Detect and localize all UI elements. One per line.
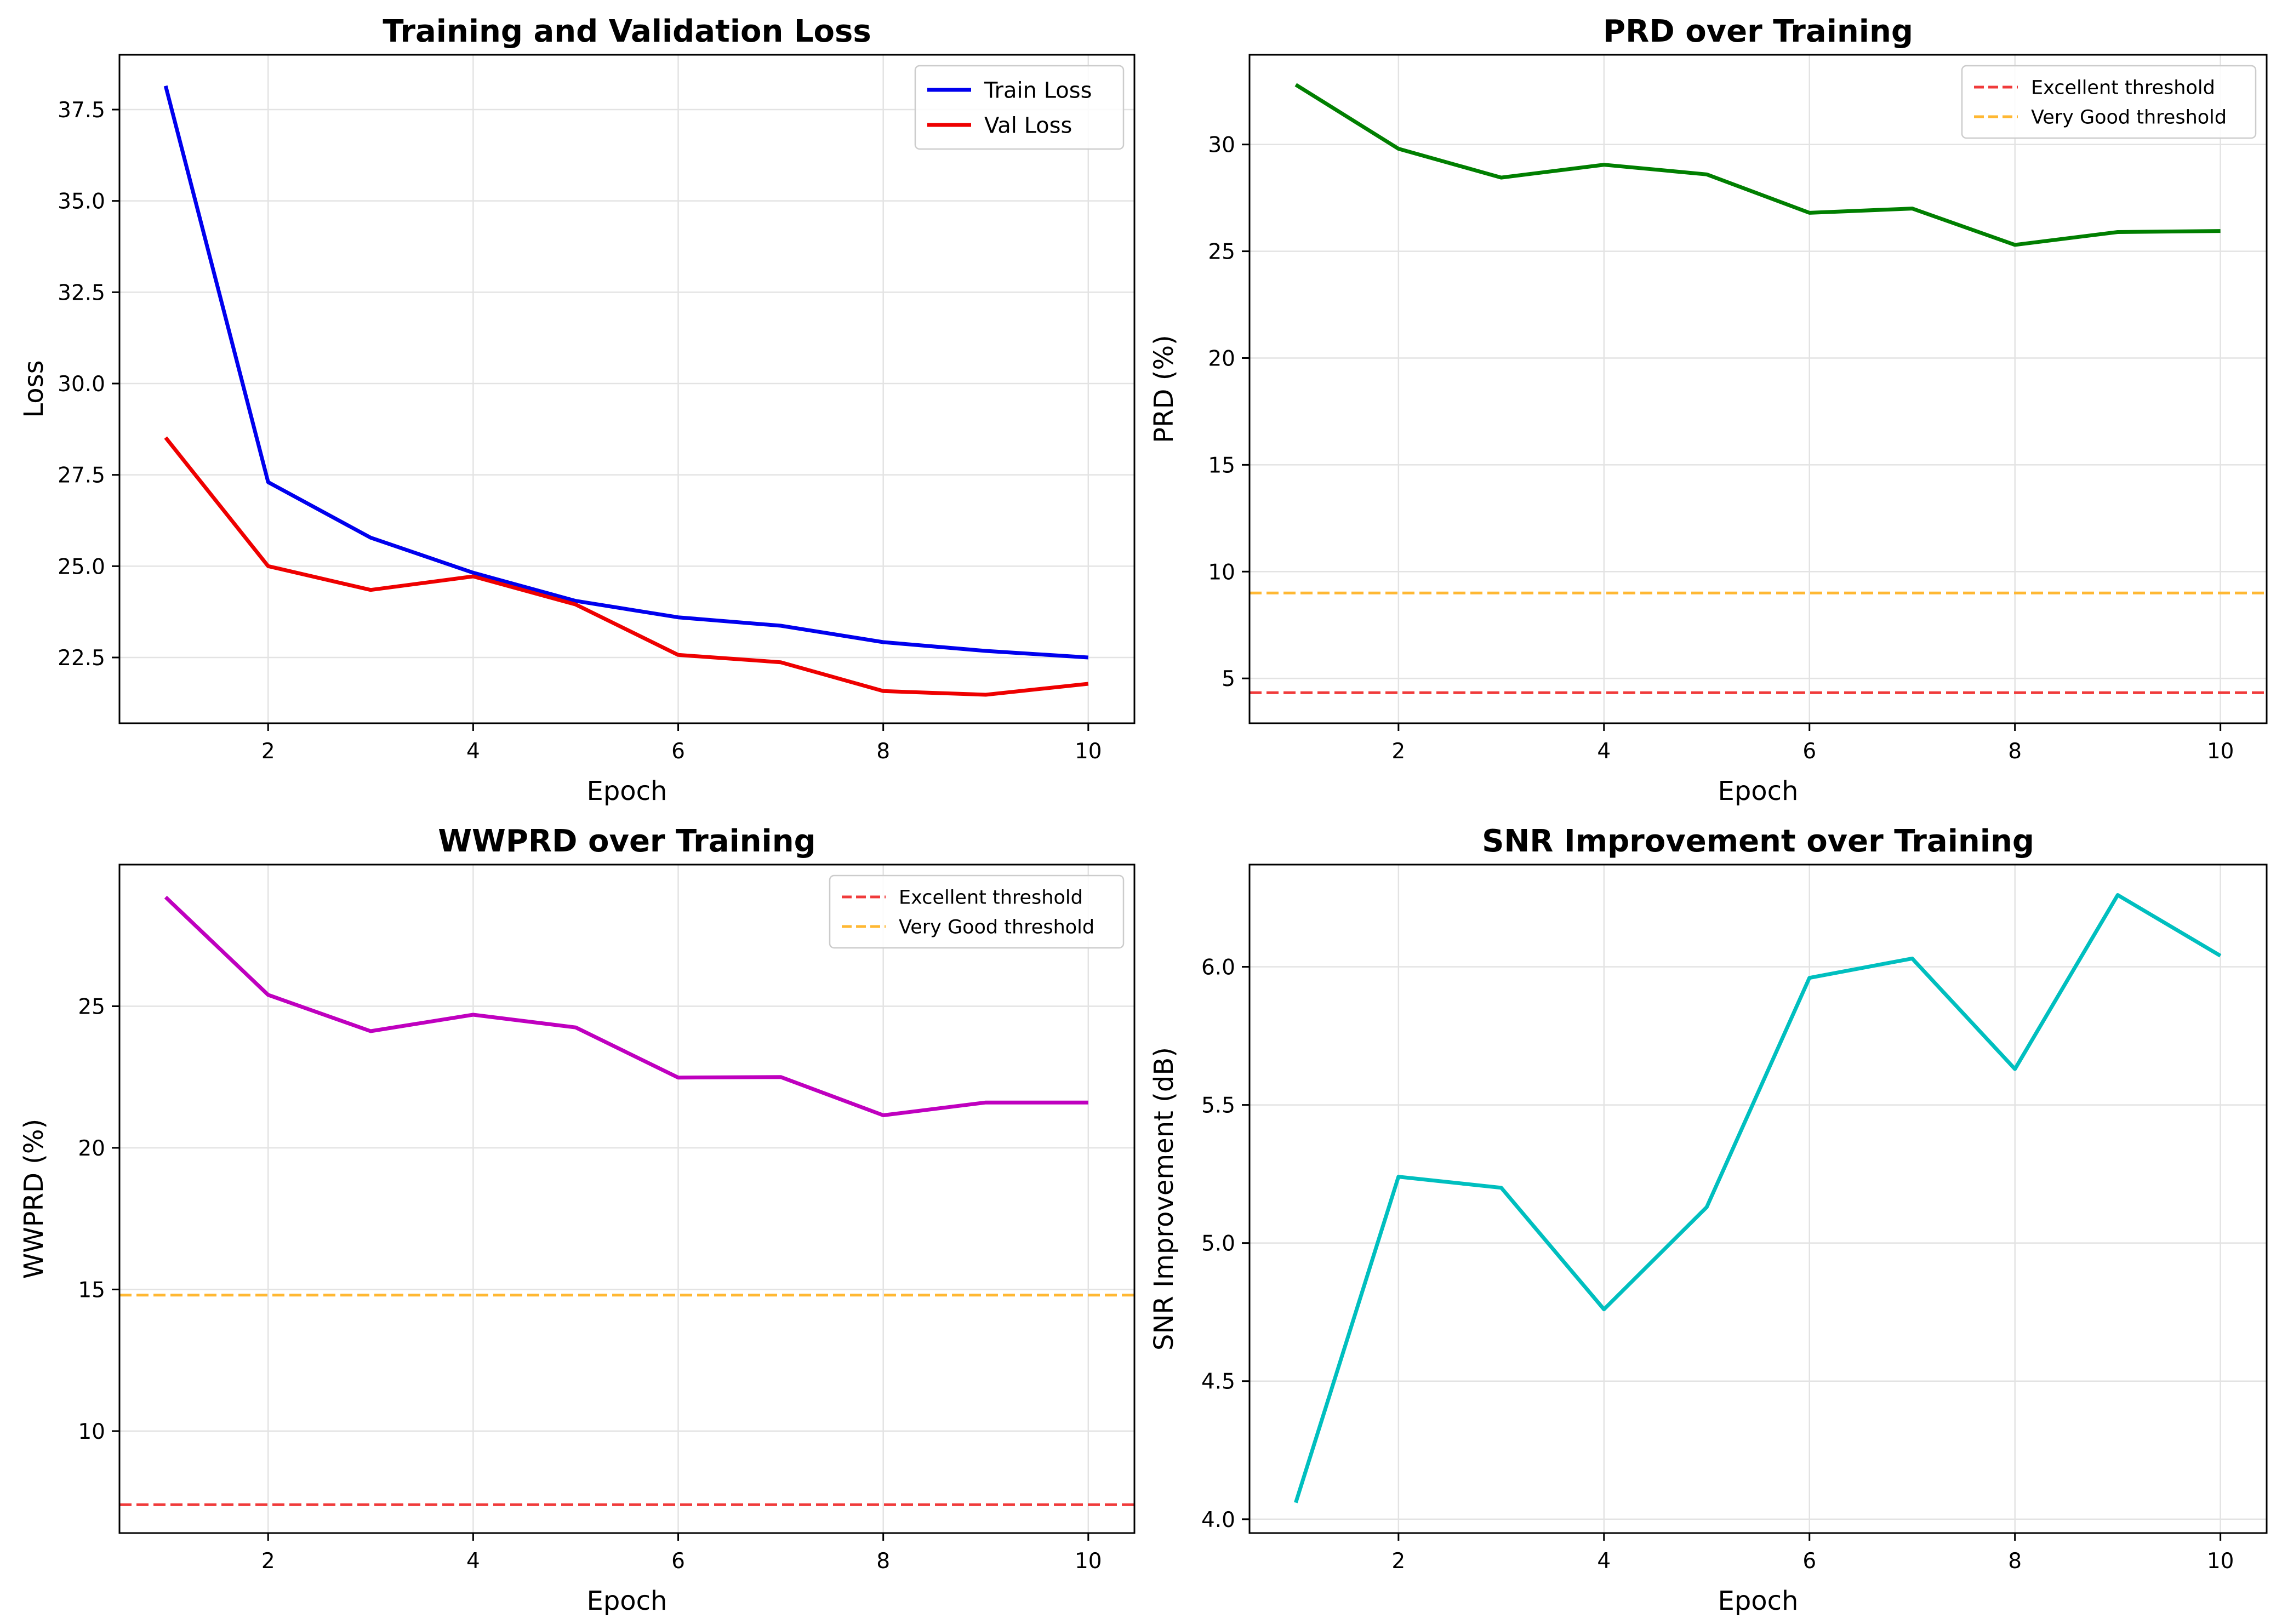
legend: Train Loss Val Loss	[914, 65, 1125, 150]
x-tick-label: 2	[261, 1549, 275, 1574]
legend: Excellent threshold Very Good threshold	[1961, 65, 2257, 139]
y-tick-label: 30.0	[58, 372, 105, 397]
y-axis-label: PRD (%)	[1149, 335, 1179, 443]
chart-title: SNR Improvement over Training	[1482, 824, 2034, 859]
x-tick-label: 4	[466, 739, 480, 764]
y-axis-label: Loss	[19, 360, 49, 418]
x-tick-label: 8	[876, 1549, 890, 1574]
y-axis-label: SNR Improvement (dB)	[1149, 1047, 1179, 1351]
x-tick-label: 6	[671, 1549, 685, 1574]
x-tick-label: 6	[1802, 1549, 1816, 1574]
snr-chart: 2 4 6 8 10 4.0 4.5 5.0 5.5 6.0 SNR Improvement ove…	[1149, 824, 2268, 1616]
x-axis-label: Epoch	[587, 1586, 668, 1616]
y-tick-label: 25	[78, 994, 105, 1019]
y-tick-label: 32.5	[58, 281, 105, 305]
x-axis-label: Epoch	[587, 776, 668, 807]
y-tick-label: 35.0	[58, 190, 105, 214]
y-tick-label: 25	[1208, 240, 1235, 265]
y-tick-label: 4.5	[1201, 1370, 1235, 1394]
legend-label: Excellent threshold	[2031, 77, 2215, 99]
legend-label: Train Loss	[984, 78, 1092, 103]
series-line-0	[164, 895, 1088, 1117]
y-tick-label: 4.0	[1201, 1508, 1235, 1532]
series-line-val-loss	[164, 436, 1089, 697]
legend-label: Val Loss	[984, 113, 1072, 138]
x-tick-label: 10	[2207, 739, 2234, 764]
y-tick-label: 20	[1208, 346, 1235, 371]
y-tick-label: 15	[1208, 453, 1235, 478]
x-tick-label: 10	[1075, 1549, 1102, 1574]
y-tick-label: 27.5	[58, 464, 105, 488]
x-tick-label: 2	[1391, 1549, 1405, 1574]
series-line-0	[1294, 83, 2221, 247]
x-tick-label: 4	[1597, 1549, 1611, 1574]
legend-label: Excellent threshold	[899, 887, 1083, 909]
y-axis-label: WWPRD (%)	[19, 1119, 49, 1279]
y-tick-label: 30	[1208, 133, 1235, 158]
y-tick-label: 25.0	[58, 554, 105, 579]
y-tick-label: 5.5	[1201, 1094, 1235, 1118]
x-tick-label: 8	[2008, 1549, 2022, 1574]
y-tick-label: 6.0	[1201, 956, 1235, 980]
series-line-0	[1294, 893, 2222, 1503]
y-tick-label: 5.0	[1201, 1232, 1235, 1256]
x-tick-label: 6	[1802, 739, 1816, 764]
legend-box	[914, 65, 1125, 150]
x-tick-label: 8	[876, 739, 890, 764]
x-tick-label: 6	[671, 739, 685, 764]
x-tick-label: 2	[1391, 739, 1405, 764]
y-tick-label: 22.5	[58, 646, 105, 671]
axes-frame	[1248, 54, 2268, 724]
x-tick-label: 4	[466, 1549, 480, 1574]
y-tick-label: 10	[78, 1420, 105, 1444]
x-axis-label: Epoch	[1718, 776, 1799, 807]
y-tick-label: 15	[78, 1278, 105, 1302]
axes-frame	[118, 864, 1136, 1534]
y-tick-label: 20	[78, 1136, 105, 1161]
legend: Excellent threshold Very Good threshold	[829, 874, 1125, 949]
x-tick-label: 2	[261, 739, 275, 764]
axes-frame	[1248, 864, 2268, 1534]
chart-title: WWPRD over Training	[438, 824, 815, 859]
wwprd-chart: 2 4 6 8 10 10 15 20 25 WWPRD over Training Epoch WW…	[19, 824, 1136, 1616]
loss-chart: 2 4 6 8 10 22.5 25.0 27.5 30.0 32.5 35.0 37.5 Traini…	[19, 14, 1136, 807]
x-axis-label: Epoch	[1718, 1586, 1799, 1616]
chart-title: PRD over Training	[1603, 14, 1913, 49]
legend-box	[829, 874, 1125, 949]
y-tick-label: 10	[1208, 560, 1235, 585]
legend-label: Very Good threshold	[2031, 107, 2227, 129]
prd-chart: 2 4 6 8 10 5 10 15 20 25 30 PRD over Training Epoch P…	[1149, 14, 2268, 807]
series-line-train-loss	[163, 85, 1089, 660]
y-tick-label: 5	[1222, 667, 1235, 691]
x-tick-label: 8	[2008, 739, 2022, 764]
x-tick-label: 4	[1597, 739, 1611, 764]
x-tick-label: 10	[1075, 739, 1102, 764]
legend-box	[1961, 65, 2257, 139]
chart-title: Training and Validation Loss	[383, 14, 871, 49]
y-tick-label: 37.5	[58, 98, 105, 123]
x-tick-label: 10	[2207, 1549, 2234, 1574]
axes-frame	[118, 54, 1136, 724]
legend-label: Very Good threshold	[899, 917, 1094, 939]
